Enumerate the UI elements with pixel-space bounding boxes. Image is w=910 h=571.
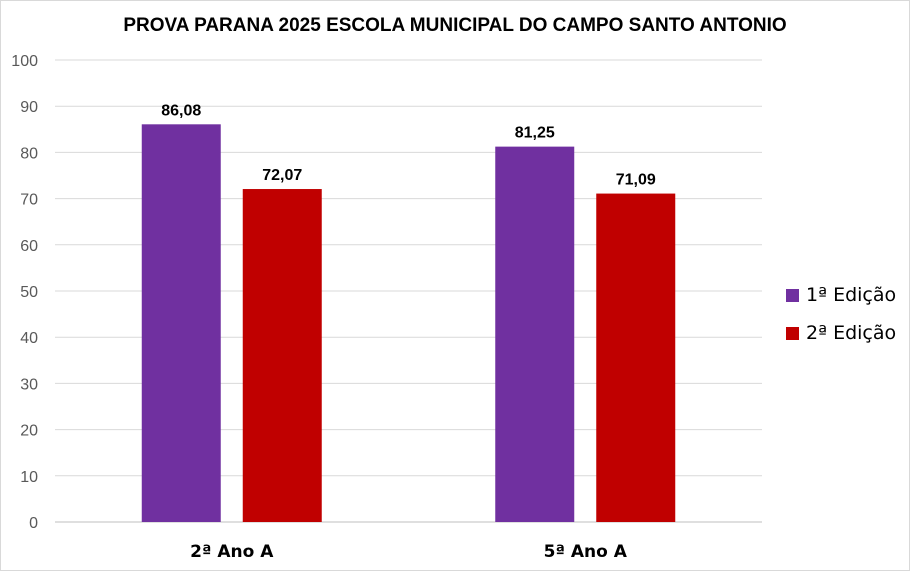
y-tick-label: 70 [20,192,38,209]
bar [141,124,221,523]
data-label: 72,07 [262,167,302,184]
y-tick-label: 80 [20,145,38,162]
y-tick-label: 50 [20,284,38,301]
x-category-label: 5ª Ano A [544,542,628,562]
y-tick-label: 40 [20,330,38,347]
data-label: 81,25 [515,125,555,142]
bar [242,189,322,522]
y-tick-label: 0 [29,515,38,532]
legend-label-2a-edicao: 2ª Edição [806,322,897,344]
y-tick-label: 20 [20,423,38,440]
legend-item-2a-edicao: 2ª Edição [786,314,896,352]
legend-swatch-2a-edicao [786,326,799,340]
y-tick-label: 60 [20,238,38,255]
legend-item-1a-edicao: 1ª Edição [786,276,896,314]
bar [495,146,575,522]
y-tick-label: 30 [20,376,38,393]
y-tick-label: 100 [11,53,38,70]
y-tick-label: 90 [20,99,38,116]
x-category-label: 2ª Ano A [190,542,274,562]
data-label: 71,09 [616,172,656,189]
y-tick-label: 10 [20,469,38,486]
bar [596,193,676,522]
legend-swatch-1a-edicao [786,288,799,302]
legend-label-1a-edicao: 1ª Edição [806,284,897,306]
legend: 1ª Edição 2ª Edição [786,276,896,352]
chart-title: PROVA PARANA 2025 ESCOLA MUNICIPAL DO CA… [123,15,787,36]
data-label: 86,08 [161,102,201,119]
